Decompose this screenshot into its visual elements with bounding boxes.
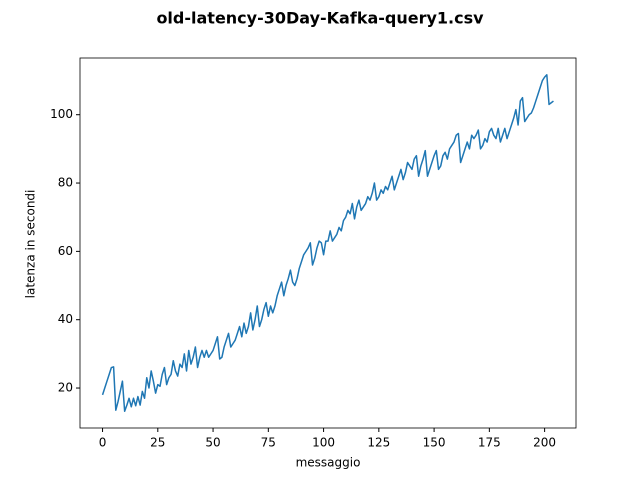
y-tick-label: 20	[58, 381, 73, 395]
x-tick-label: 0	[99, 436, 107, 450]
x-tick-label: 150	[423, 436, 446, 450]
x-tick-label: 75	[261, 436, 276, 450]
y-tick-label: 60	[58, 244, 73, 258]
plot-frame	[79, 57, 577, 429]
chart-title: old-latency-30Day-Kafka-query1.csv	[156, 9, 484, 28]
y-tick-label: 80	[58, 176, 73, 190]
x-tick-label: 200	[533, 436, 556, 450]
y-tick-label: 40	[58, 312, 73, 326]
x-tick-label: 175	[478, 436, 501, 450]
y-tick-label: 100	[50, 107, 73, 121]
x-axis-label: messaggio	[296, 456, 361, 470]
y-axis-label: latenza in secondi	[24, 190, 38, 299]
x-tick-label: 100	[312, 436, 335, 450]
x-tick-label: 50	[205, 436, 220, 450]
data-line	[101, 73, 554, 413]
x-tick-label: 125	[367, 436, 390, 450]
x-tick-label: 25	[150, 436, 165, 450]
